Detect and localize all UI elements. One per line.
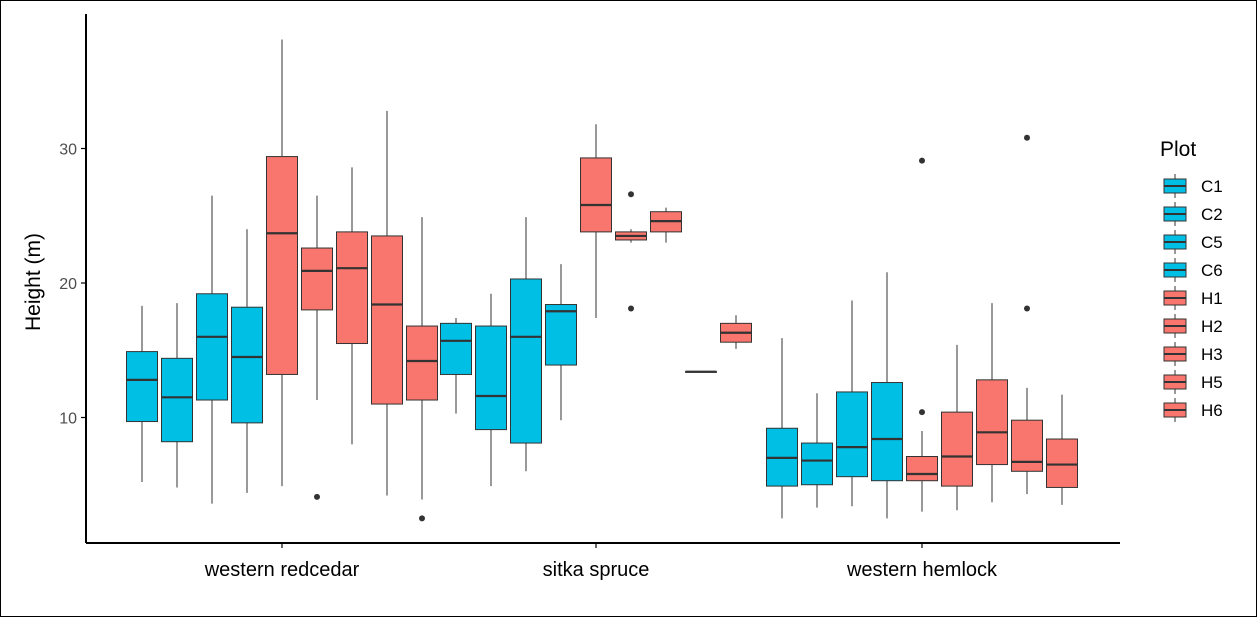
box-outlier xyxy=(1024,134,1030,141)
box-body xyxy=(440,322,472,375)
box-outlier xyxy=(628,305,634,312)
box-body xyxy=(801,442,833,486)
legend-label: H3 xyxy=(1201,345,1223,364)
box-body xyxy=(406,325,438,401)
box-H6 xyxy=(720,315,752,349)
box-C6 xyxy=(231,229,263,493)
box-H3 xyxy=(650,207,682,243)
box-outlier xyxy=(314,493,320,500)
box-H1 xyxy=(580,124,612,318)
box-outlier xyxy=(1024,305,1030,312)
box-body xyxy=(231,306,263,424)
box-H2 xyxy=(615,191,647,312)
box-body xyxy=(906,456,938,482)
legend-item-H2: H2 xyxy=(1163,314,1223,338)
legend-label: C2 xyxy=(1201,205,1223,224)
y-tick-label: 10 xyxy=(59,411,77,428)
box-body xyxy=(510,278,542,444)
box-C5 xyxy=(510,217,542,472)
legend-item-H3: H3 xyxy=(1163,342,1223,366)
legend-label: H5 xyxy=(1201,373,1223,392)
box-body xyxy=(976,379,1008,466)
box-C1 xyxy=(766,338,798,519)
box-outlier xyxy=(628,191,634,198)
box-outlier xyxy=(919,409,925,416)
box-H5 xyxy=(1011,134,1043,495)
box-body xyxy=(836,391,868,478)
box-H3 xyxy=(976,303,1008,503)
box-H2 xyxy=(301,195,333,500)
legend-item-C5: C5 xyxy=(1163,230,1223,254)
x-axis-ticks: western redcedar sitka spruce western heml… xyxy=(204,543,998,581)
box-C5 xyxy=(196,195,228,504)
y-axis-ticks: 10 20 30 xyxy=(59,142,86,428)
legend-item-C2: C2 xyxy=(1163,202,1223,226)
box-body xyxy=(301,247,333,311)
legend-item-H5: H5 xyxy=(1163,370,1223,394)
box-C1 xyxy=(126,305,158,483)
box-C2 xyxy=(801,393,833,508)
box-body xyxy=(1011,419,1043,472)
legend-item-C6: C6 xyxy=(1163,258,1223,282)
box-body xyxy=(336,231,368,345)
x-tick-label: sitka spruce xyxy=(543,559,650,581)
y-axis-title: Height (m) xyxy=(22,233,45,331)
box-C5 xyxy=(836,300,868,507)
box-outlier xyxy=(919,157,925,164)
box-C6 xyxy=(545,264,577,421)
box-body xyxy=(371,235,403,405)
legend-label: C5 xyxy=(1201,233,1223,252)
box-body xyxy=(941,411,973,487)
legend-item-C1: C1 xyxy=(1163,174,1223,198)
box-body xyxy=(266,156,298,375)
box-body xyxy=(871,382,903,482)
legend-label: H6 xyxy=(1201,401,1223,420)
box-H2 xyxy=(941,344,973,511)
x-tick-label: western hemlock xyxy=(846,559,998,581)
box-H6 xyxy=(1046,394,1078,505)
box-outlier xyxy=(419,515,425,522)
box-body xyxy=(580,157,612,233)
box-body xyxy=(196,293,228,401)
box-body xyxy=(475,325,507,431)
legend-item-H6: H6 xyxy=(1163,398,1223,422)
box-H6 xyxy=(406,217,438,522)
box-body xyxy=(1046,438,1078,488)
box-C2 xyxy=(161,303,193,488)
box-body xyxy=(545,304,577,366)
box-H5 xyxy=(371,110,403,496)
boxes-layer xyxy=(126,39,1078,522)
box-H3 xyxy=(336,167,368,445)
box-C1 xyxy=(440,317,472,414)
legend-item-H1: H1 xyxy=(1163,286,1223,310)
y-tick-label: 20 xyxy=(59,276,77,293)
legend-label: H2 xyxy=(1201,317,1223,336)
x-tick-label: western redcedar xyxy=(204,559,360,581)
legend-label: C6 xyxy=(1201,261,1223,280)
legend-label: H1 xyxy=(1201,289,1223,308)
box-H1 xyxy=(266,39,298,487)
box-H1 xyxy=(906,157,938,512)
legend-title: Plot xyxy=(1160,138,1196,161)
legend-label: C1 xyxy=(1201,177,1223,196)
box-body xyxy=(126,351,158,423)
y-tick-label: 30 xyxy=(59,142,77,159)
box-C2 xyxy=(475,293,507,487)
legend: Plot C1 C2 C5 C6 H1 H2 H3 H5 H6 xyxy=(1160,138,1223,422)
box-body xyxy=(161,357,193,443)
box-H5 xyxy=(685,370,717,373)
box-C6 xyxy=(871,272,903,519)
